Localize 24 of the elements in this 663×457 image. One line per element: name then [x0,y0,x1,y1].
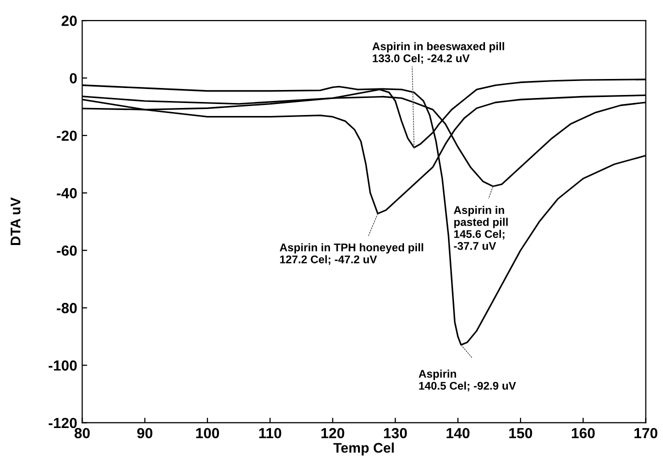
y-tick-label: -120 [48,418,77,428]
x-tick-label: 80 [74,428,90,438]
y-tick-label: -40 [56,188,77,198]
y-tick-label: 20 [62,16,77,26]
y-tick-label: -60 [56,245,77,256]
x-axis-title: Temp Cel [333,442,394,456]
x-tick-label: 150 [509,428,532,438]
y-axis-title: DTA uV [10,197,20,246]
y-tick-label: -20 [56,130,77,141]
annotation: Aspirin in beeswaxed pill 133.0 Cel; -24.2 uV [372,42,504,64]
x-tick-label: 130 [384,428,407,438]
annotation: Aspirin 140.5 Cel; -92.9 uV [418,370,516,392]
y-tick-label: -100 [48,360,77,371]
annotation: Aspirin in TPH honeyed pill 127.2 Cel; -47.2 uV [280,243,424,265]
x-tick-label: 160 [572,428,595,438]
x-tick-label: 100 [196,428,220,438]
y-tick-label: -80 [56,302,77,314]
x-tick-label: 170 [634,428,658,438]
x-tick-label: 120 [321,428,344,438]
x-tick-label: 90 [137,428,152,438]
x-tick-label: 140 [446,428,470,438]
x-tick-label: 110 [259,428,282,438]
y-tick-label: 0 [70,73,77,84]
annotation: Aspirin in pasted pill 145.6 Cel; -37.7 uV [454,206,508,250]
